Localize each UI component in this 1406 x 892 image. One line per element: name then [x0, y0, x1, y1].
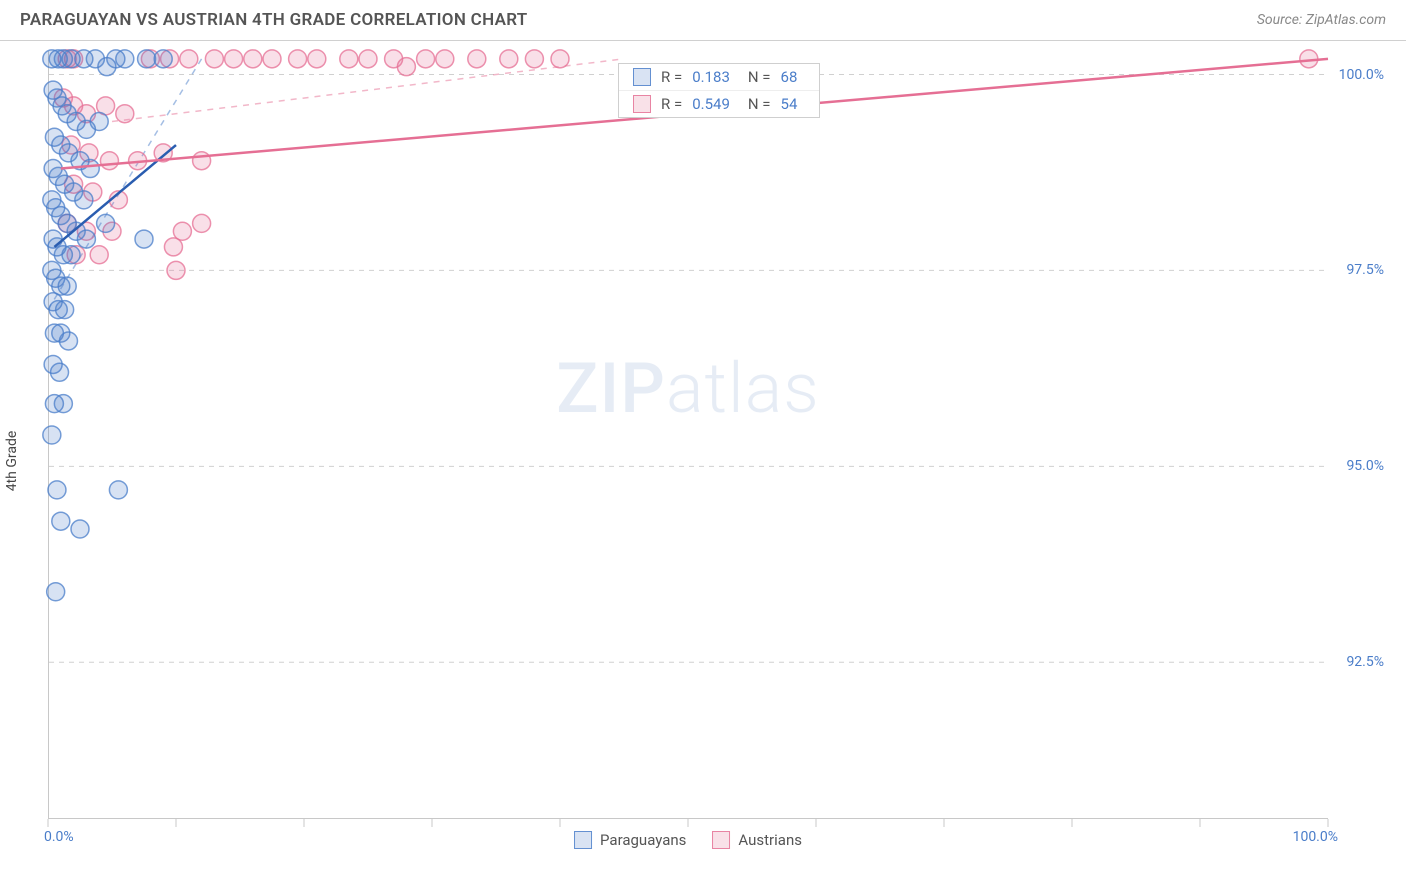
chart-source: Source: ZipAtlas.com: [1257, 12, 1386, 28]
r-value-b: 0.549: [692, 95, 730, 113]
chart-svg: [48, 51, 1328, 819]
legend-item-paraguayans: Paraguayans: [574, 831, 686, 849]
x-tick-left: 0.0%: [44, 829, 74, 845]
swatch-pink-icon: [633, 95, 651, 113]
swatch-blue-icon: [633, 68, 651, 86]
stats-row-paraguayans: R = 0.183 N = 68: [619, 64, 819, 90]
legend-label-a: Paraguayans: [600, 831, 686, 849]
n-value-b: 54: [781, 95, 798, 113]
n-value-a: 68: [781, 68, 798, 86]
n-label: N =: [748, 95, 771, 113]
chart-container: 4th Grade ZIPatlas R = 0.183 N = 68 R = …: [0, 41, 1406, 881]
y-tick-label: 100.0%: [1339, 67, 1384, 83]
y-tick-label: 95.0%: [1346, 458, 1384, 474]
r-label: R =: [661, 95, 682, 113]
n-label: N =: [748, 68, 771, 86]
stats-legend: R = 0.183 N = 68 R = 0.549 N = 54: [618, 63, 820, 118]
r-label: R =: [661, 68, 682, 86]
legend-label-b: Austrians: [738, 831, 802, 849]
x-tick-right: 100.0%: [1293, 829, 1338, 845]
stats-row-austrians: R = 0.549 N = 54: [619, 90, 819, 117]
legend-item-austrians: Austrians: [712, 831, 802, 849]
swatch-pink-icon: [712, 831, 730, 849]
plot-area: ZIPatlas R = 0.183 N = 68 R = 0.549 N = …: [48, 51, 1328, 819]
r-value-a: 0.183: [692, 68, 730, 86]
swatch-blue-icon: [574, 831, 592, 849]
y-axis-label: 4th Grade: [4, 431, 20, 492]
y-tick-label: 97.5%: [1346, 262, 1384, 278]
chart-title: PARAGUAYAN VS AUSTRIAN 4TH GRADE CORRELA…: [20, 10, 528, 30]
chart-header: PARAGUAYAN VS AUSTRIAN 4TH GRADE CORRELA…: [0, 0, 1406, 41]
y-tick-label: 92.5%: [1346, 654, 1384, 670]
series-legend: Paraguayans Austrians: [574, 831, 802, 849]
